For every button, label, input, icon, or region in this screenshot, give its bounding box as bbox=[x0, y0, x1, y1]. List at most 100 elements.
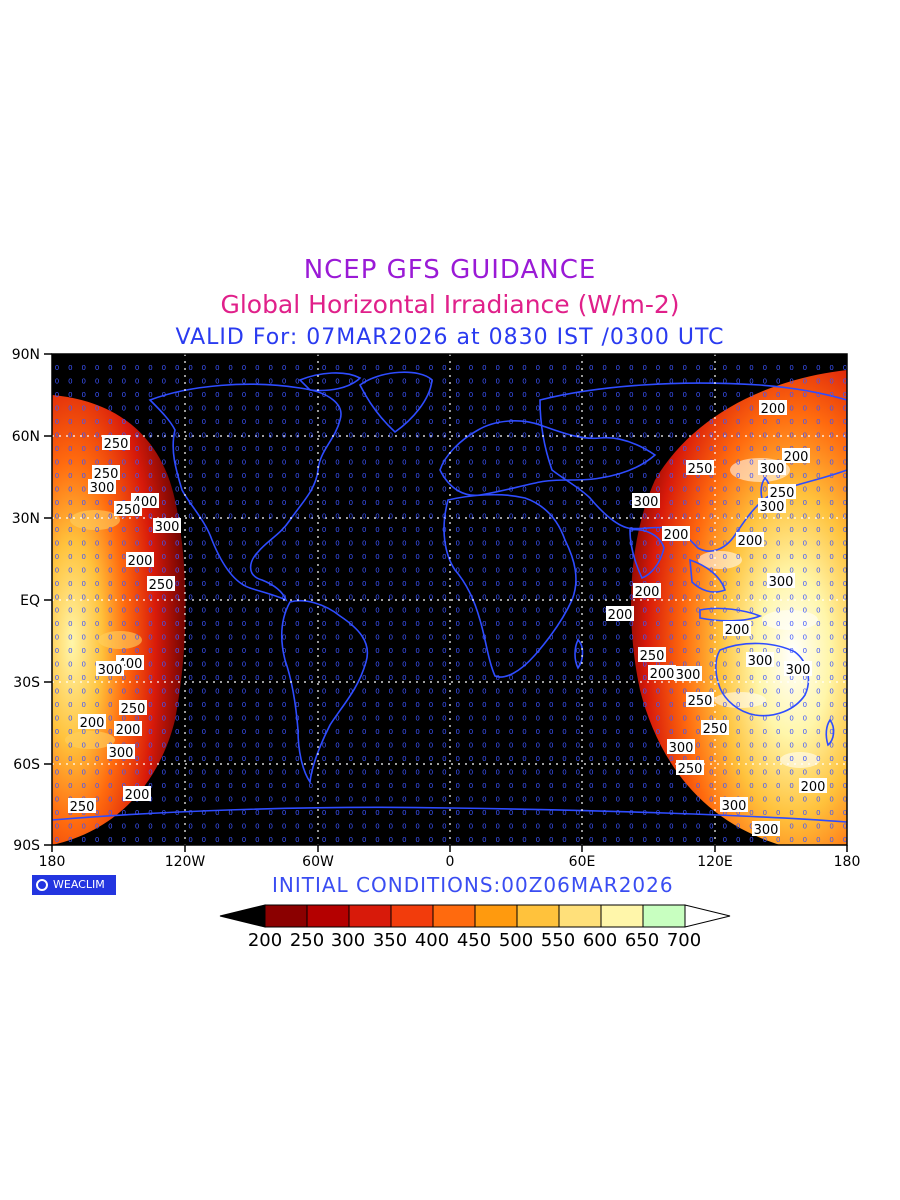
grid-value: 0 bbox=[402, 418, 406, 426]
grid-value: 0 bbox=[162, 809, 166, 817]
grid-value: 0 bbox=[309, 661, 313, 669]
grid-value: 0 bbox=[536, 378, 540, 386]
grid-value: 0 bbox=[455, 647, 459, 655]
grid-value: 0 bbox=[55, 580, 59, 588]
grid-value: 0 bbox=[188, 566, 192, 574]
grid-value: 0 bbox=[188, 634, 192, 642]
grid-value: 0 bbox=[696, 391, 700, 399]
grid-value: 0 bbox=[763, 472, 767, 480]
grid-value: 0 bbox=[669, 823, 673, 831]
grid-value: 0 bbox=[816, 674, 820, 682]
grid-value: 0 bbox=[642, 458, 646, 466]
grid-value: 0 bbox=[509, 405, 513, 413]
grid-value: 0 bbox=[709, 378, 713, 386]
grid-value: 0 bbox=[162, 566, 166, 574]
grid-value: 0 bbox=[202, 391, 206, 399]
grid-value: 0 bbox=[255, 378, 259, 386]
grid-value: 0 bbox=[843, 661, 847, 669]
contour-label: 200 bbox=[799, 778, 827, 795]
grid-value: 0 bbox=[255, 647, 259, 655]
grid-value: 0 bbox=[95, 823, 99, 831]
grid-value: 0 bbox=[95, 580, 99, 588]
grid-value: 0 bbox=[549, 661, 553, 669]
grid-value: 0 bbox=[268, 553, 272, 561]
grid-value: 0 bbox=[188, 593, 192, 601]
grid-value: 0 bbox=[789, 701, 793, 709]
grid-value: 0 bbox=[843, 607, 847, 615]
grid-value: 0 bbox=[415, 782, 419, 790]
grid-value: 0 bbox=[442, 661, 446, 669]
grid-value: 0 bbox=[442, 445, 446, 453]
grid-value: 0 bbox=[482, 755, 486, 763]
grid-value: 0 bbox=[642, 742, 646, 750]
grid-value: 0 bbox=[55, 607, 59, 615]
grid-value: 0 bbox=[536, 688, 540, 696]
grid-value: 0 bbox=[108, 499, 112, 507]
grid-value: 0 bbox=[215, 580, 219, 588]
grid-value: 0 bbox=[629, 485, 633, 493]
grid-value: 0 bbox=[495, 512, 499, 520]
grid-value: 0 bbox=[723, 553, 727, 561]
grid-value: 0 bbox=[375, 634, 379, 642]
grid-value: 0 bbox=[696, 526, 700, 534]
grid-value: 0 bbox=[669, 715, 673, 723]
grid-value: 0 bbox=[522, 566, 526, 574]
grid-value: 0 bbox=[282, 728, 286, 736]
grid-value: 0 bbox=[522, 553, 526, 561]
lat-label-eq: EQ bbox=[20, 593, 40, 609]
grid-value: 0 bbox=[335, 405, 339, 413]
grid-value: 0 bbox=[215, 796, 219, 804]
grid-value: 0 bbox=[81, 472, 85, 480]
grid-value: 0 bbox=[68, 431, 72, 439]
grid-value: 0 bbox=[148, 647, 152, 655]
grid-value: 0 bbox=[455, 755, 459, 763]
grid-value: 0 bbox=[843, 485, 847, 493]
grid-value: 0 bbox=[295, 445, 299, 453]
grid-value: 0 bbox=[322, 755, 326, 763]
grid-value: 0 bbox=[549, 539, 553, 547]
grid-value: 0 bbox=[282, 742, 286, 750]
colorbar-swatch bbox=[432, 904, 476, 928]
grid-value: 0 bbox=[709, 512, 713, 520]
grid-value: 0 bbox=[749, 431, 753, 439]
grid-value: 0 bbox=[749, 418, 753, 426]
grid-value: 0 bbox=[696, 661, 700, 669]
grid-value: 0 bbox=[282, 634, 286, 642]
grid-value: 0 bbox=[696, 809, 700, 817]
grid-value: 0 bbox=[682, 364, 686, 372]
grid-value: 0 bbox=[402, 391, 406, 399]
grid-value: 0 bbox=[375, 539, 379, 547]
grid-value: 0 bbox=[108, 526, 112, 534]
grid-value: 0 bbox=[495, 634, 499, 642]
grid-value: 0 bbox=[763, 688, 767, 696]
grid-value: 0 bbox=[188, 405, 192, 413]
grid-value: 0 bbox=[202, 769, 206, 777]
grid-value: 0 bbox=[202, 823, 206, 831]
grid-value: 0 bbox=[322, 796, 326, 804]
grid-value: 0 bbox=[135, 512, 139, 520]
grid-value: 0 bbox=[656, 796, 660, 804]
grid-value: 0 bbox=[255, 566, 259, 574]
grid-value: 0 bbox=[68, 823, 72, 831]
grid-value: 0 bbox=[602, 391, 606, 399]
grid-value: 0 bbox=[616, 782, 620, 790]
grid-value: 0 bbox=[495, 661, 499, 669]
grid-value: 0 bbox=[415, 512, 419, 520]
grid-value: 0 bbox=[455, 566, 459, 574]
grid-value: 0 bbox=[576, 364, 580, 372]
lon-label-120w: 120W bbox=[165, 854, 206, 870]
grid-value: 0 bbox=[576, 593, 580, 601]
grid-value: 0 bbox=[335, 566, 339, 574]
grid-value: 0 bbox=[202, 755, 206, 763]
grid-value: 0 bbox=[709, 405, 713, 413]
grid-value: 0 bbox=[669, 647, 673, 655]
grid-value: 0 bbox=[335, 458, 339, 466]
grid-value: 0 bbox=[402, 472, 406, 480]
grid-value: 0 bbox=[81, 458, 85, 466]
grid-value: 0 bbox=[469, 661, 473, 669]
grid-value: 0 bbox=[362, 378, 366, 386]
grid-value: 0 bbox=[188, 391, 192, 399]
grid-value: 0 bbox=[455, 458, 459, 466]
grid-value: 0 bbox=[669, 364, 673, 372]
